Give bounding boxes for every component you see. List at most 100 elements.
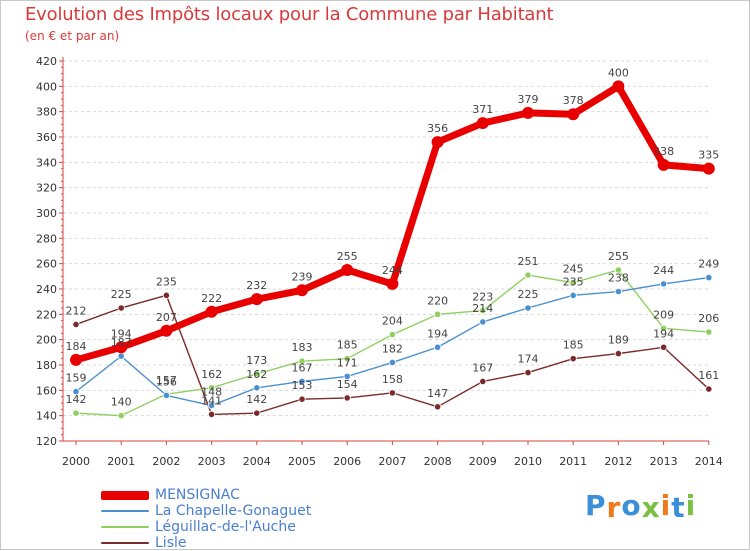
x-tick-label: 2005 bbox=[288, 455, 316, 468]
data-point bbox=[659, 343, 668, 351]
y-tick-label: 200 bbox=[36, 334, 57, 347]
data-label: 185 bbox=[563, 339, 584, 352]
data-label: 158 bbox=[382, 373, 403, 386]
data-point bbox=[522, 106, 534, 119]
logo-letter: o bbox=[621, 489, 642, 522]
data-label: 379 bbox=[518, 93, 539, 106]
data-point bbox=[341, 264, 354, 276]
data-point bbox=[614, 349, 623, 358]
data-label: 245 bbox=[563, 263, 584, 276]
data-label: 371 bbox=[472, 103, 493, 116]
data-point bbox=[702, 162, 715, 175]
data-label: 142 bbox=[246, 393, 267, 406]
data-point bbox=[479, 377, 487, 386]
y-tick-label: 360 bbox=[36, 131, 57, 144]
data-point bbox=[298, 377, 306, 386]
legend-swatch bbox=[101, 510, 149, 512]
data-point bbox=[614, 266, 623, 274]
data-label: 173 bbox=[246, 354, 267, 367]
data-label: 153 bbox=[292, 379, 313, 392]
y-tick-label: 380 bbox=[36, 106, 57, 119]
data-label: 225 bbox=[111, 288, 132, 301]
data-point bbox=[524, 368, 532, 377]
data-label: 255 bbox=[337, 250, 358, 263]
data-label: 244 bbox=[382, 264, 403, 277]
x-tick-label: 2007 bbox=[378, 455, 406, 468]
data-point bbox=[208, 384, 216, 392]
y-tick-label: 140 bbox=[36, 410, 57, 423]
data-label: 141 bbox=[201, 394, 222, 407]
y-tick-label: 280 bbox=[36, 232, 57, 245]
data-label: 182 bbox=[382, 342, 403, 355]
data-label: 222 bbox=[201, 292, 222, 305]
x-tick-label: 2001 bbox=[107, 455, 135, 468]
y-tick-label: 300 bbox=[36, 207, 57, 220]
data-point bbox=[657, 158, 670, 171]
data-point bbox=[567, 108, 580, 121]
data-point bbox=[343, 394, 351, 402]
legend-swatch bbox=[101, 526, 149, 528]
data-point bbox=[433, 310, 442, 318]
data-point bbox=[253, 384, 261, 392]
data-point bbox=[524, 271, 532, 279]
data-label: 184 bbox=[66, 340, 87, 353]
legend-label: Lisle bbox=[155, 535, 187, 551]
data-point bbox=[162, 391, 170, 399]
x-tick-label: 2008 bbox=[424, 455, 452, 468]
x-tick-label: 2009 bbox=[469, 455, 497, 468]
data-label: 251 bbox=[518, 255, 539, 268]
legend-label: Léguillac-de-l'Auche bbox=[155, 519, 296, 535]
data-label: 167 bbox=[472, 361, 493, 374]
data-point bbox=[70, 353, 82, 366]
data-label: 167 bbox=[292, 361, 313, 374]
legend-swatch bbox=[101, 490, 149, 500]
data-label: 209 bbox=[653, 308, 674, 321]
data-point bbox=[476, 117, 489, 130]
data-label: 154 bbox=[337, 378, 358, 391]
data-point bbox=[524, 304, 532, 312]
logo-letter: t bbox=[671, 491, 686, 524]
data-label: 159 bbox=[66, 372, 87, 385]
data-point bbox=[343, 372, 351, 380]
y-tick-label: 180 bbox=[36, 359, 57, 372]
data-point bbox=[296, 284, 308, 297]
y-tick-label: 340 bbox=[36, 156, 57, 169]
data-label: 335 bbox=[698, 149, 719, 162]
data-label: 183 bbox=[292, 341, 313, 354]
legend-item: Léguillac-de-l'Auche bbox=[101, 519, 311, 535]
data-label: 356 bbox=[427, 122, 448, 135]
chart-legend: MENSIGNAC La Chapelle-Gonaguet Léguillac-d… bbox=[101, 487, 311, 551]
data-label: 239 bbox=[292, 270, 313, 283]
data-label: 206 bbox=[698, 312, 719, 325]
x-tick-label: 2010 bbox=[514, 455, 542, 468]
data-label: 161 bbox=[698, 369, 719, 382]
x-tick-label: 2002 bbox=[152, 455, 180, 468]
x-tick-label: 2014 bbox=[695, 455, 723, 468]
data-label: 162 bbox=[246, 368, 267, 381]
data-label: 225 bbox=[518, 288, 539, 301]
data-label: 148 bbox=[201, 386, 222, 399]
data-point bbox=[659, 280, 668, 288]
data-point bbox=[705, 328, 713, 336]
data-point bbox=[72, 409, 80, 417]
data-point bbox=[117, 304, 125, 312]
data-point bbox=[479, 318, 487, 326]
data-point bbox=[72, 320, 80, 329]
data-label: 162 bbox=[201, 368, 222, 381]
data-label: 400 bbox=[608, 66, 629, 79]
chart-title: Evolution des Impôts locaux pour la Comm… bbox=[25, 4, 554, 25]
data-label: 212 bbox=[66, 304, 87, 317]
data-label: 171 bbox=[337, 356, 358, 369]
legend-swatch bbox=[101, 542, 149, 544]
data-point bbox=[117, 412, 125, 420]
data-point bbox=[386, 277, 399, 290]
data-point bbox=[117, 352, 125, 360]
legend-label: La Chapelle-Gonaguet bbox=[155, 503, 312, 519]
data-point bbox=[253, 370, 261, 378]
data-point bbox=[614, 287, 623, 296]
data-label: 255 bbox=[608, 250, 629, 263]
logo-letter: i bbox=[660, 489, 672, 522]
data-label: 207 bbox=[156, 311, 177, 324]
